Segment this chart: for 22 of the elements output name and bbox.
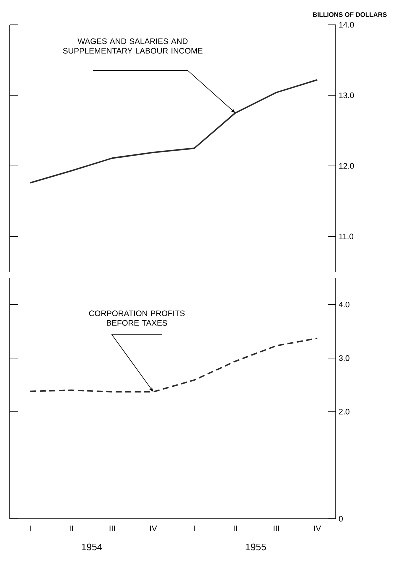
x-tick-label: II: [234, 526, 238, 532]
text: CORPORATION PROFITS BEFORE TAXES: [89, 310, 185, 326]
text: WAGES AND SALARIES AND SUPPLEMENTARY LABOUR INCOME: [63, 38, 203, 54]
y-tick-label: 13.0: [339, 92, 354, 98]
text: 1955: [246, 544, 266, 551]
x-tick-label: III: [110, 526, 116, 532]
y-tick-label: 2.0: [339, 409, 350, 415]
y-tick-label: 12.0: [339, 163, 354, 169]
y-tick-label: 11.0: [339, 234, 354, 240]
y-tick-label: 4.0: [339, 302, 350, 308]
x-tick-label: I: [194, 526, 195, 532]
x-tick-label: III: [274, 526, 280, 532]
line-series: [30, 79, 318, 184]
x-tick-label: II: [70, 526, 73, 532]
x-tick-label: I: [30, 526, 31, 532]
x-tick-label: IV: [314, 526, 322, 532]
line-series: [30, 338, 318, 393]
y-tick-label: 14.0: [339, 22, 354, 28]
x-tick-label: IV: [150, 526, 158, 532]
y-tick-label: 3.0: [339, 356, 350, 362]
text: 1954: [82, 544, 102, 551]
y-tick-label: 0: [339, 516, 344, 522]
